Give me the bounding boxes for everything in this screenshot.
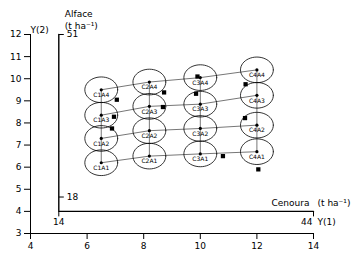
svg-text:4: 4 [16, 206, 22, 216]
svg-text:(t ha⁻¹): (t ha⁻¹) [318, 198, 351, 208]
svg-text:C3A1: C3A1 [192, 155, 208, 162]
svg-text:C4A4: C4A4 [249, 71, 265, 78]
svg-text:51: 51 [66, 29, 79, 40]
svg-text:C2A4: C2A4 [141, 83, 157, 90]
svg-text:C4A3: C4A3 [249, 97, 265, 104]
svg-text:18: 18 [67, 192, 79, 202]
svg-text:6: 6 [16, 162, 22, 172]
svg-text:10: 10 [10, 74, 22, 84]
svg-text:C4A1: C4A1 [249, 153, 265, 160]
svg-text:Cenoura: Cenoura [272, 198, 310, 208]
svg-text:C1A4: C1A4 [93, 91, 109, 98]
svg-text:C1A3: C1A3 [93, 116, 109, 123]
svg-text:Alface: Alface [65, 9, 93, 19]
svg-text:8: 8 [16, 118, 22, 128]
svg-text:C3A2: C3A2 [192, 130, 208, 137]
svg-text:C4A2: C4A2 [249, 126, 265, 133]
svg-text:Y(2): Y(2) [30, 25, 49, 35]
svg-text:C2A3: C2A3 [141, 108, 157, 115]
svg-text:(t ha⁻¹): (t ha⁻¹) [65, 21, 98, 31]
svg-text:10: 10 [195, 241, 207, 251]
svg-text:4: 4 [28, 241, 34, 251]
svg-text:6: 6 [84, 241, 90, 251]
svg-text:44: 44 [301, 217, 313, 227]
svg-text:14: 14 [308, 241, 320, 251]
svg-text:9: 9 [16, 96, 22, 106]
svg-text:11: 11 [10, 51, 21, 61]
svg-text:C1A2: C1A2 [93, 140, 109, 147]
svg-text:14: 14 [53, 217, 65, 227]
svg-text:C2A1: C2A1 [141, 157, 157, 164]
svg-text:C1A1: C1A1 [93, 164, 109, 171]
svg-text:C2A2: C2A2 [141, 132, 157, 139]
svg-text:C3A3: C3A3 [192, 105, 208, 112]
svg-text:C3A4: C3A4 [192, 79, 208, 86]
svg-text:3: 3 [16, 228, 22, 238]
svg-text:7: 7 [16, 140, 22, 150]
svg-text:12: 12 [10, 29, 21, 39]
svg-text:5: 5 [16, 184, 22, 194]
svg-text:8: 8 [141, 241, 147, 251]
svg-text:12: 12 [251, 241, 262, 251]
svg-text:Y(1): Y(1) [317, 217, 336, 227]
